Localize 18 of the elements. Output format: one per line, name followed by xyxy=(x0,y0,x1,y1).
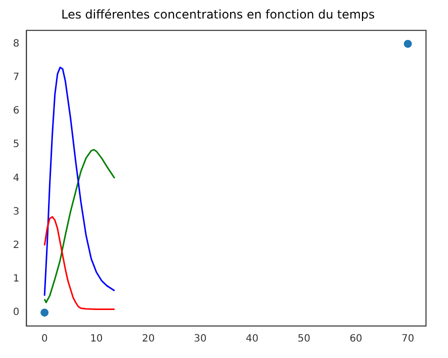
y-tick-label: 8 xyxy=(12,38,20,50)
y-tick-label: 0 xyxy=(12,307,20,318)
x-tick-label: 40 xyxy=(246,334,258,345)
x-tick-label: 20 xyxy=(142,334,155,345)
y-tick-label: 7 xyxy=(12,72,20,84)
y-tick-label: 5 xyxy=(12,139,20,150)
y-tick-label: 2 xyxy=(12,240,20,251)
x-tick-label: 70 xyxy=(401,334,414,345)
x-tick-label: 30 xyxy=(194,334,207,345)
chart-title: Les différentes concentrations en fonction du temps xyxy=(61,7,375,22)
x-tick-label: 0 xyxy=(41,334,48,345)
x-tick-label: 50 xyxy=(298,334,310,345)
y-tick-label: 1 xyxy=(12,274,20,285)
y-tick-label: 6 xyxy=(12,106,20,117)
y-tick-label: 4 xyxy=(12,172,20,184)
x-tick-label: 10 xyxy=(90,334,103,345)
x-tick-label: 60 xyxy=(350,334,362,345)
y-tick-label: 3 xyxy=(12,206,20,218)
